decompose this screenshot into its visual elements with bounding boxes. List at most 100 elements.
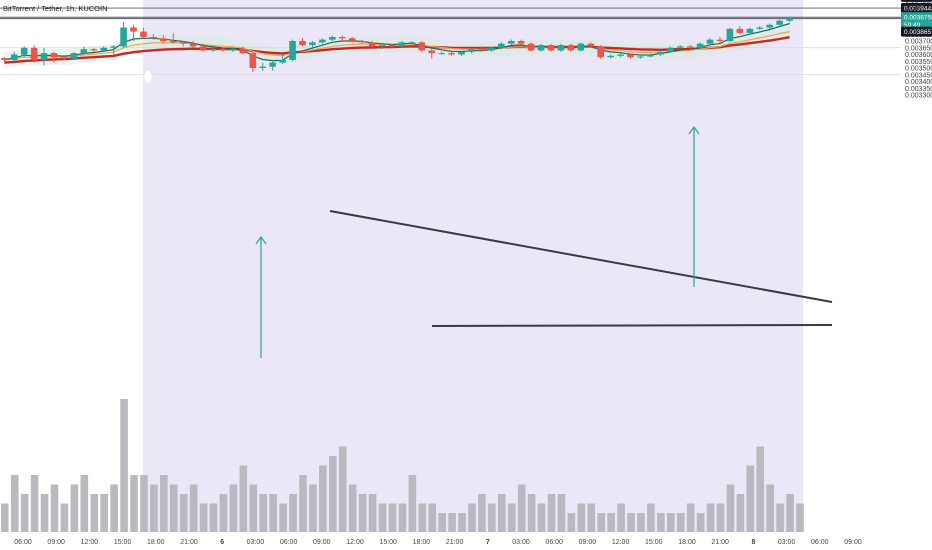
candle[interactable] <box>1 57 8 62</box>
candle[interactable] <box>219 47 227 52</box>
candle[interactable] <box>398 41 406 48</box>
candle[interactable] <box>289 39 296 62</box>
candle[interactable] <box>527 42 535 52</box>
candle-body <box>20 47 28 55</box>
volume-bar <box>150 484 158 532</box>
descending-trendline[interactable] <box>329 210 833 303</box>
candle[interactable] <box>458 50 465 56</box>
candle[interactable] <box>378 43 386 50</box>
candle[interactable] <box>140 27 147 39</box>
candle[interactable] <box>408 41 416 44</box>
candle[interactable] <box>547 43 555 52</box>
candle[interactable] <box>478 46 485 52</box>
candle[interactable] <box>776 19 783 27</box>
candle[interactable] <box>726 27 734 43</box>
candle[interactable] <box>50 51 58 63</box>
candle[interactable] <box>577 42 585 52</box>
candle[interactable] <box>160 35 167 44</box>
candle[interactable] <box>448 51 455 56</box>
drawings[interactable] <box>143 69 833 358</box>
candle[interactable] <box>110 45 117 55</box>
candle[interactable] <box>209 47 217 52</box>
candle[interactable] <box>80 46 88 55</box>
candle[interactable] <box>488 46 495 52</box>
candle[interactable] <box>338 35 346 41</box>
candle[interactable] <box>567 43 575 52</box>
candle-body <box>726 28 734 41</box>
time-tick-label: 6 <box>220 539 224 546</box>
price-axis[interactable] <box>901 0 932 550</box>
candle[interactable] <box>716 36 724 44</box>
candles[interactable] <box>1 16 793 73</box>
ema-slow-line[interactable] <box>4 36 790 64</box>
candle[interactable] <box>20 46 28 58</box>
candle[interactable] <box>537 43 545 52</box>
support-line[interactable] <box>431 324 833 327</box>
candle[interactable] <box>299 38 306 47</box>
time-axis[interactable] <box>0 532 932 550</box>
candle[interactable] <box>309 41 316 50</box>
candle[interactable] <box>676 45 684 50</box>
candle[interactable] <box>666 46 674 54</box>
candle[interactable] <box>607 54 614 59</box>
candle-body <box>120 27 127 47</box>
candle[interactable] <box>179 41 187 47</box>
candle[interactable] <box>60 55 68 60</box>
candle[interactable] <box>229 47 237 52</box>
candle[interactable] <box>100 46 107 52</box>
candle[interactable] <box>329 35 336 41</box>
volume-bar <box>637 513 645 532</box>
candle[interactable] <box>90 47 98 52</box>
candle[interactable] <box>269 59 276 71</box>
candle[interactable] <box>259 62 267 71</box>
candle[interactable] <box>189 41 197 48</box>
candle[interactable] <box>756 26 764 31</box>
candle[interactable] <box>249 51 257 73</box>
candle[interactable] <box>199 43 207 52</box>
candle[interactable] <box>507 39 515 46</box>
candle[interactable] <box>130 24 137 41</box>
candle[interactable] <box>557 43 565 52</box>
candle[interactable] <box>706 38 714 46</box>
candle[interactable] <box>766 23 773 29</box>
candle[interactable] <box>498 42 505 50</box>
candle[interactable] <box>10 51 18 62</box>
candle[interactable] <box>597 45 604 59</box>
candle[interactable] <box>746 27 754 35</box>
candle[interactable] <box>517 39 525 46</box>
price-tag <box>901 3 932 14</box>
candle[interactable] <box>686 45 694 50</box>
candle[interactable] <box>348 36 356 43</box>
candle[interactable] <box>120 22 127 48</box>
candle[interactable] <box>70 51 78 60</box>
candle[interactable] <box>617 53 624 58</box>
candle[interactable] <box>657 50 664 56</box>
candle[interactable] <box>428 49 436 59</box>
candle[interactable] <box>786 16 793 23</box>
candle[interactable] <box>40 47 48 66</box>
candle[interactable] <box>468 47 475 54</box>
time-tick-label: 03:00 <box>512 539 530 546</box>
candle[interactable] <box>627 53 634 59</box>
candle[interactable] <box>279 54 286 64</box>
candle[interactable] <box>438 51 445 55</box>
candle[interactable] <box>418 41 426 52</box>
candle[interactable] <box>358 39 366 44</box>
candle[interactable] <box>150 34 157 40</box>
candle[interactable] <box>30 45 38 63</box>
candle[interactable] <box>388 43 396 48</box>
candle-body <box>418 42 426 51</box>
candle[interactable] <box>239 46 247 55</box>
candle[interactable] <box>736 26 744 35</box>
candle[interactable] <box>696 42 704 50</box>
volume-bar <box>329 456 337 532</box>
candle-body <box>666 47 674 52</box>
candle[interactable] <box>169 32 177 44</box>
candle[interactable] <box>587 42 595 48</box>
candle-body <box>428 50 436 54</box>
candle[interactable] <box>647 53 654 58</box>
candle[interactable] <box>319 38 326 44</box>
candle[interactable] <box>637 55 644 59</box>
candle[interactable] <box>368 41 376 48</box>
